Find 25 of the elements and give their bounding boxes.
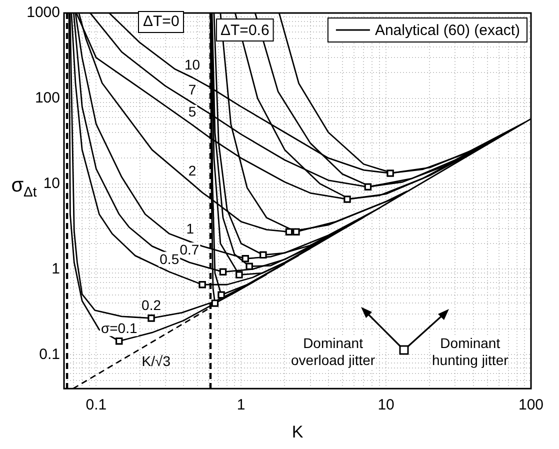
x-tick-label: 10 <box>378 396 394 414</box>
x-tick-label: 100 <box>518 396 544 414</box>
x-tick-label: 0.1 <box>86 396 107 414</box>
y-tick-label: 1 <box>52 260 60 278</box>
annotation: σ=0.1 <box>100 320 138 336</box>
annotation: Dominant overload jitter <box>291 335 376 369</box>
y-tick-label: 100 <box>34 90 60 107</box>
annotation: Dominant hunting jitter <box>432 335 508 369</box>
y-tick-label: 1000 <box>26 4 60 22</box>
annotation: 5 <box>188 104 196 120</box>
annotation: 0.7 <box>180 241 200 258</box>
annotation: 1 <box>186 220 194 237</box>
y-tick-label: 10 <box>43 174 60 192</box>
annotation: ΔT=0 <box>138 11 184 33</box>
y-tick-label: 0.1 <box>39 346 60 363</box>
annotation: 7 <box>188 82 196 98</box>
x-axis-title: K <box>292 422 304 442</box>
annotation: 0.5 <box>160 250 180 267</box>
annotation: 0.2 <box>142 297 162 314</box>
ref-line-label: ΔT=0.6 <box>220 22 270 40</box>
x-tick-label: 1 <box>236 396 246 414</box>
legend-label: Analytical (60) (exact) <box>374 22 520 40</box>
annotation: K/√3 <box>142 353 171 370</box>
annotation: 2 <box>188 162 196 179</box>
annotation: 10 <box>184 56 200 72</box>
